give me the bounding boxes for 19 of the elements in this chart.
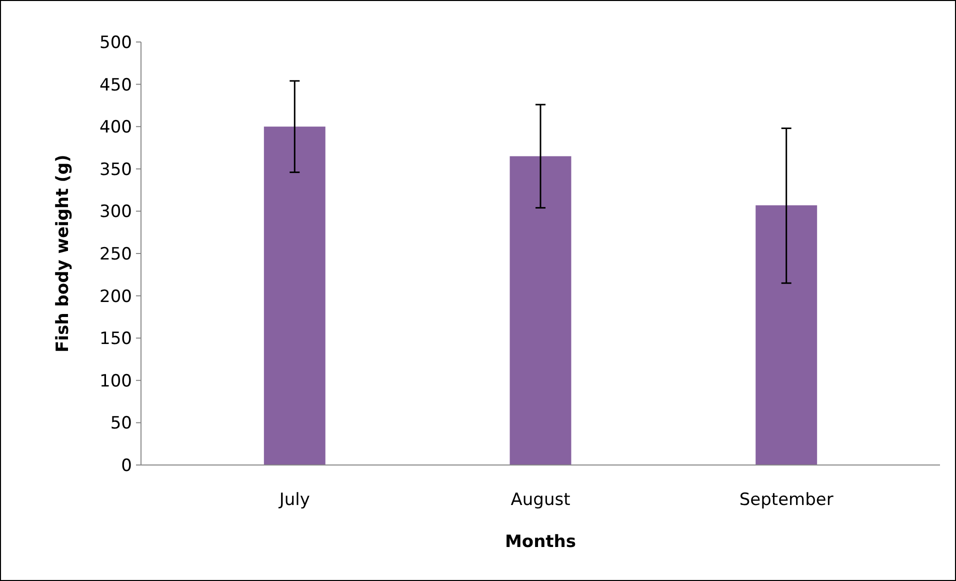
bar — [510, 156, 572, 465]
y-tick-label: 300 — [100, 202, 132, 222]
y-tick-label: 50 — [110, 414, 132, 434]
y-tick-label: 100 — [100, 371, 132, 392]
y-axis-title: Fish body weight (g) — [53, 154, 73, 352]
y-tick-label: 0 — [121, 456, 132, 476]
x-tick-label: September — [739, 490, 834, 510]
x-axis-title: Months — [504, 532, 576, 552]
x-tick-label: July — [278, 490, 310, 510]
y-tick-label: 350 — [100, 160, 132, 180]
bar — [756, 205, 818, 465]
y-tick-label: 450 — [100, 75, 132, 96]
y-tick-label: 250 — [100, 244, 132, 264]
x-tick-label: August — [510, 490, 571, 510]
y-tick-label: 400 — [100, 118, 132, 138]
y-tick-label: 500 — [100, 32, 132, 53]
bar — [264, 126, 326, 465]
y-tick-label: 150 — [100, 329, 132, 350]
y-tick-label: 200 — [100, 286, 132, 307]
